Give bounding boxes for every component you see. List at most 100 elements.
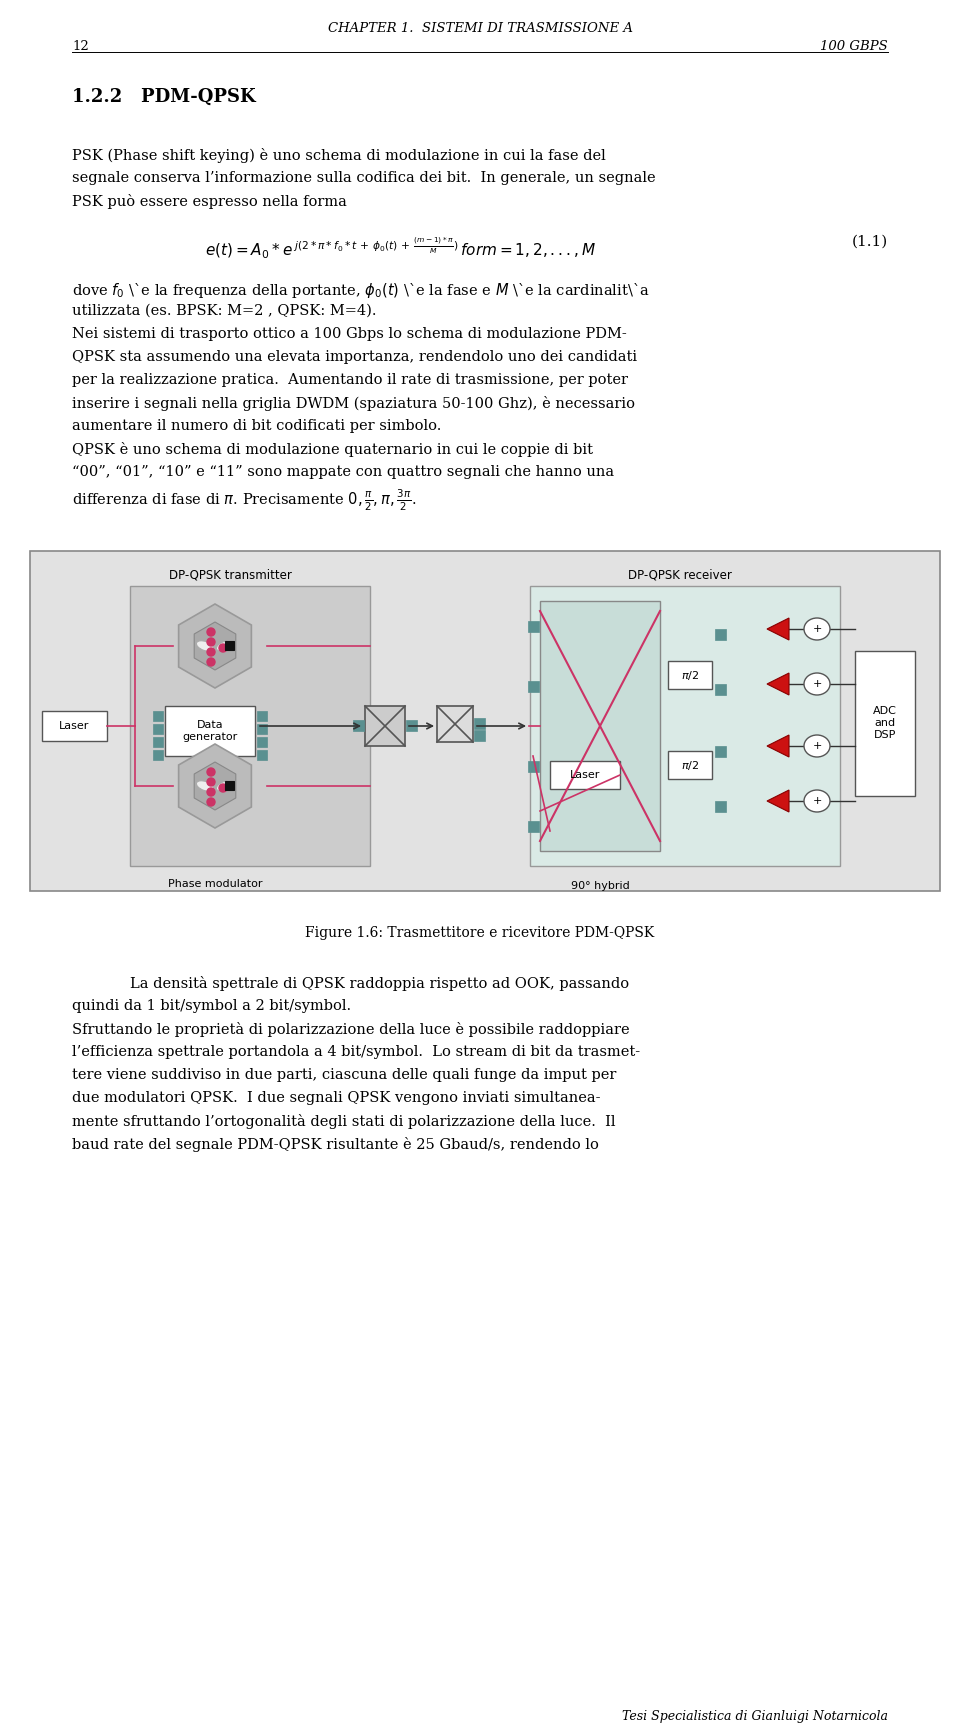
FancyBboxPatch shape xyxy=(42,712,107,741)
Text: dove $f_0$ \`e la frequenza della portante, $\phi_0(t)$ \`e la fase e $M$ \`e la: dove $f_0$ \`e la frequenza della portan… xyxy=(72,281,650,300)
Text: l’efficienza spettrale portandola a 4 bit/symbol.  Lo stream di bit da trasmet-: l’efficienza spettrale portandola a 4 bi… xyxy=(72,1045,640,1059)
Text: La densità spettrale di QPSK raddoppia rispetto ad OOK, passando: La densità spettrale di QPSK raddoppia r… xyxy=(130,976,629,991)
FancyBboxPatch shape xyxy=(437,707,473,741)
FancyBboxPatch shape xyxy=(406,720,417,731)
Circle shape xyxy=(207,628,215,635)
Text: DP-QPSK receiver: DP-QPSK receiver xyxy=(628,569,732,582)
FancyBboxPatch shape xyxy=(225,641,234,649)
Text: PSK (Phase shift keying) è uno schema di modulazione in cui la fase del: PSK (Phase shift keying) è uno schema di… xyxy=(72,148,606,163)
FancyBboxPatch shape xyxy=(30,550,940,891)
Text: QPSK sta assumendo una elevata importanza, rendendolo uno dei candidati: QPSK sta assumendo una elevata importanz… xyxy=(72,351,637,365)
Text: baud rate del segnale PDM-QPSK risultante è 25 Gbaud/s, rendendo lo: baud rate del segnale PDM-QPSK risultant… xyxy=(72,1137,599,1153)
Text: $\pi/2$: $\pi/2$ xyxy=(681,759,699,771)
FancyBboxPatch shape xyxy=(715,800,726,812)
Text: PSK può essere espresso nella forma: PSK può essere espresso nella forma xyxy=(72,194,347,208)
FancyBboxPatch shape xyxy=(528,821,539,832)
Text: 1.2.2   PDM-QPSK: 1.2.2 PDM-QPSK xyxy=(72,89,255,106)
Polygon shape xyxy=(767,734,789,757)
Text: $\pi/2$: $\pi/2$ xyxy=(681,668,699,682)
Ellipse shape xyxy=(197,641,213,651)
Text: Figure 1.6: Trasmettitore e ricevitore PDM-QPSK: Figure 1.6: Trasmettitore e ricevitore P… xyxy=(305,925,655,939)
FancyBboxPatch shape xyxy=(715,746,726,757)
Text: CHAPTER 1.  SISTEMI DI TRASMISSIONE A: CHAPTER 1. SISTEMI DI TRASMISSIONE A xyxy=(327,23,633,35)
FancyBboxPatch shape xyxy=(855,651,915,797)
FancyBboxPatch shape xyxy=(668,661,712,689)
Ellipse shape xyxy=(216,641,233,651)
Text: differenza di fase di $\pi$. Precisamente $0, \frac{\pi}{2}, \pi, \frac{3\pi}{2}: differenza di fase di $\pi$. Precisament… xyxy=(72,488,417,514)
FancyBboxPatch shape xyxy=(715,684,726,694)
FancyBboxPatch shape xyxy=(225,781,234,790)
Text: Tesi Specialistica di Gianluigi Notarnicola: Tesi Specialistica di Gianluigi Notarnic… xyxy=(622,1710,888,1724)
Text: 100 GBPS: 100 GBPS xyxy=(820,40,888,54)
FancyBboxPatch shape xyxy=(257,738,267,746)
Text: quindi da 1 bit/symbol a 2 bit/symbol.: quindi da 1 bit/symbol a 2 bit/symbol. xyxy=(72,998,351,1014)
Text: DP-QPSK transmitter: DP-QPSK transmitter xyxy=(169,569,292,582)
Circle shape xyxy=(219,644,227,653)
Ellipse shape xyxy=(197,781,213,792)
FancyBboxPatch shape xyxy=(257,750,267,760)
FancyBboxPatch shape xyxy=(668,752,712,779)
Text: segnale conserva l’informazione sulla codifica dei bit.  In generale, un segnale: segnale conserva l’informazione sulla co… xyxy=(72,172,656,186)
Text: “00”, “01”, “10” e “11” sono mappate con quattro segnali che hanno una: “00”, “01”, “10” e “11” sono mappate con… xyxy=(72,465,614,479)
Circle shape xyxy=(207,788,215,797)
Text: per la realizzazione pratica.  Aumentando il rate di trasmissione, per poter: per la realizzazione pratica. Aumentando… xyxy=(72,373,628,387)
FancyBboxPatch shape xyxy=(474,731,485,741)
Text: +: + xyxy=(812,679,822,689)
Polygon shape xyxy=(767,618,789,641)
Text: Laser: Laser xyxy=(59,720,89,731)
Text: (1.1): (1.1) xyxy=(852,234,888,248)
FancyBboxPatch shape xyxy=(353,720,364,731)
Polygon shape xyxy=(194,762,236,811)
FancyBboxPatch shape xyxy=(550,760,620,788)
Text: $e(t) = A_0 * e^{\,j(2*\pi*f_0*t\,+\,\phi_0(t)\,+\,\frac{(m-1)*\pi}{M})}\,form =: $e(t) = A_0 * e^{\,j(2*\pi*f_0*t\,+\,\ph… xyxy=(204,234,595,260)
Text: Phase modulator: Phase modulator xyxy=(168,878,262,889)
Text: aumentare il numero di bit codificati per simbolo.: aumentare il numero di bit codificati pe… xyxy=(72,418,442,432)
Text: mente sfruttando l’ortogonalità degli stati di polarizzazione della luce.  Il: mente sfruttando l’ortogonalità degli st… xyxy=(72,1115,615,1128)
FancyBboxPatch shape xyxy=(540,601,660,851)
Polygon shape xyxy=(767,790,789,812)
Text: QPSK è uno schema di modulazione quaternario in cui le coppie di bit: QPSK è uno schema di modulazione quatern… xyxy=(72,443,593,457)
Text: utilizzata (es. BPSK: M=2 , QPSK: M=4).: utilizzata (es. BPSK: M=2 , QPSK: M=4). xyxy=(72,304,376,318)
Text: +: + xyxy=(812,797,822,806)
Text: 90° hybrid: 90° hybrid xyxy=(570,880,630,891)
FancyBboxPatch shape xyxy=(153,712,163,720)
Text: due modulatori QPSK.  I due segnali QPSK vengono inviati simultanea-: due modulatori QPSK. I due segnali QPSK … xyxy=(72,1090,601,1106)
Text: +: + xyxy=(812,623,822,634)
FancyBboxPatch shape xyxy=(257,712,267,720)
Circle shape xyxy=(207,658,215,667)
Ellipse shape xyxy=(804,734,830,757)
Text: inserire i segnali nella griglia DWDM (spaziatura 50-100 Ghz), è necessario: inserire i segnali nella griglia DWDM (s… xyxy=(72,396,635,411)
FancyBboxPatch shape xyxy=(257,724,267,734)
Text: Data
generator: Data generator xyxy=(182,720,238,741)
FancyBboxPatch shape xyxy=(165,707,255,755)
Ellipse shape xyxy=(804,790,830,812)
Circle shape xyxy=(207,767,215,776)
FancyBboxPatch shape xyxy=(528,760,539,773)
Polygon shape xyxy=(767,674,789,694)
Polygon shape xyxy=(179,745,252,828)
Polygon shape xyxy=(194,621,236,670)
FancyBboxPatch shape xyxy=(153,738,163,746)
Circle shape xyxy=(219,785,227,792)
Text: 12: 12 xyxy=(72,40,88,54)
FancyBboxPatch shape xyxy=(365,707,405,746)
FancyBboxPatch shape xyxy=(130,587,370,866)
Circle shape xyxy=(207,799,215,806)
Circle shape xyxy=(207,778,215,786)
Text: Laser: Laser xyxy=(570,771,600,779)
Text: Nei sistemi di trasporto ottico a 100 Gbps lo schema di modulazione PDM-: Nei sistemi di trasporto ottico a 100 Gb… xyxy=(72,326,627,340)
Ellipse shape xyxy=(804,618,830,641)
FancyBboxPatch shape xyxy=(474,719,485,729)
Ellipse shape xyxy=(804,674,830,694)
Circle shape xyxy=(207,639,215,646)
FancyBboxPatch shape xyxy=(528,681,539,693)
Ellipse shape xyxy=(216,781,233,792)
Text: +: + xyxy=(812,741,822,752)
FancyBboxPatch shape xyxy=(153,750,163,760)
Polygon shape xyxy=(179,604,252,687)
Text: tere viene suddiviso in due parti, ciascuna delle quali funge da imput per: tere viene suddiviso in due parti, ciasc… xyxy=(72,1068,616,1082)
FancyBboxPatch shape xyxy=(715,628,726,641)
Circle shape xyxy=(207,648,215,656)
Text: Sfruttando le proprietà di polarizzazione della luce è possibile raddoppiare: Sfruttando le proprietà di polarizzazion… xyxy=(72,1023,630,1036)
FancyBboxPatch shape xyxy=(153,724,163,734)
